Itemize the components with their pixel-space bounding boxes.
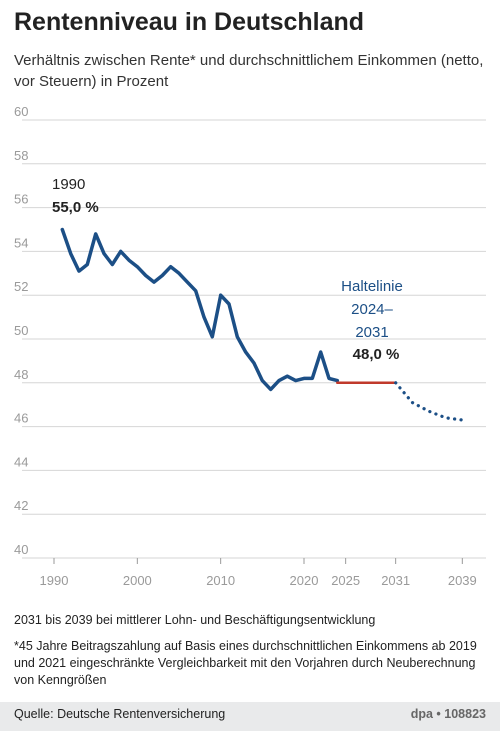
x-tick-label-2031: 2031	[381, 573, 410, 588]
footer-bar	[0, 702, 500, 731]
annotation-haltelinie-period-end: 2031	[355, 324, 388, 341]
chart-title: Rentenniveau in Deutschland	[14, 8, 365, 36]
x-tick-label-2010: 2010	[206, 573, 235, 588]
x-tick-label-2020: 2020	[290, 573, 319, 588]
grid	[22, 119, 486, 559]
annotation-haltelinie-value: 48,0 %	[353, 346, 400, 363]
y-tick-label-54: 54	[14, 235, 28, 250]
annotation-start-year: 1990	[52, 176, 85, 193]
y-tick-label-52: 52	[14, 279, 28, 294]
series	[60, 227, 464, 422]
y-tick-label-42: 42	[14, 498, 28, 513]
y-tick-label-50: 50	[14, 323, 28, 338]
x-tick-label-1990: 1990	[40, 573, 69, 588]
y-tick-label-56: 56	[14, 192, 28, 207]
chart-subtitle: Verhältnis zwischen Rente* und durchschn…	[14, 52, 484, 90]
source-label: Quelle: Deutsche Rentenversicherung	[14, 707, 226, 721]
x-tick-label-2000: 2000	[123, 573, 152, 588]
y-tick-label-60: 60	[14, 104, 28, 119]
y-tick-label-46: 46	[14, 411, 28, 426]
series-line-historical	[60, 227, 340, 392]
x-tick-label-2039: 2039	[448, 573, 477, 588]
methodology-footnote: *45 Jahre Beitragszahlung auf Basis eine…	[14, 639, 477, 687]
projection-footnote: 2031 bis 2039 bei mittlerer Lohn- und Be…	[14, 613, 376, 627]
y-tick-label-44: 44	[14, 454, 28, 469]
y-tick-label-40: 40	[14, 542, 28, 557]
annotation-start-value: 55,0 %	[52, 199, 99, 216]
annotations: 1990 55,0 % Haltelinie 2024– 2031 48,0 %	[52, 176, 403, 363]
y-tick-label-58: 58	[14, 148, 28, 163]
agency-credit: dpa • 108823	[410, 707, 486, 721]
line-chart: 40 42 44 46 48 50 52 54 56 58 60 1990 2000 2010 2020 20…	[14, 104, 486, 588]
annotation-haltelinie-period-start: 2024–	[351, 301, 393, 318]
axis-ticks: 40 42 44 46 48 50 52 54 56 58 60 1990 2000 2010 2020 20…	[14, 104, 477, 588]
series-line-projection	[394, 381, 464, 422]
y-tick-label-48: 48	[14, 367, 28, 382]
x-tick-label-2025: 2025	[331, 573, 360, 588]
annotation-haltelinie-label: Haltelinie	[341, 278, 403, 295]
